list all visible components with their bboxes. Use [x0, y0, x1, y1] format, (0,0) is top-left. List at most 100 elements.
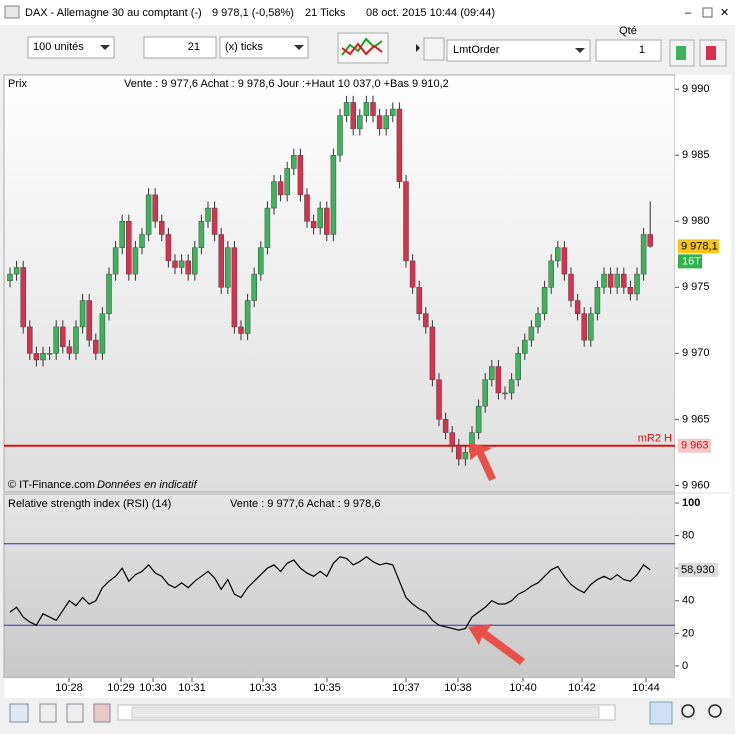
candle-body: [574, 300, 581, 314]
last-price-tag: [678, 239, 719, 254]
rsi-info: Vente : 9 977,6 Achat : 9 978,6: [230, 498, 380, 510]
candle-body: [508, 379, 515, 394]
candle-body: [20, 267, 26, 328]
y-tick-label: 0: [682, 660, 688, 672]
candle-body: [271, 181, 277, 209]
y-tick-label: 9 975: [682, 281, 710, 293]
candle-body: [429, 326, 436, 380]
quantity-select[interactable]: [27, 36, 115, 59]
tool-button[interactable]: [93, 703, 111, 723]
rsi-tag: [678, 562, 718, 577]
candle-body: [363, 102, 370, 116]
candle-body: [27, 326, 33, 354]
y-tick-label: 9 970: [682, 347, 710, 359]
candle-body: [634, 273, 640, 295]
footer: © IT-Finance.com: [8, 479, 95, 491]
ticks-tag: [678, 254, 702, 269]
candle-body: [423, 313, 429, 328]
close-button[interactable]: ✕: [720, 7, 729, 19]
candle-body: [145, 194, 152, 235]
tool-button[interactable]: [39, 703, 57, 723]
rsi-title: Relative strength index (RSI) (14): [8, 498, 171, 510]
strategy-button[interactable]: [337, 32, 389, 64]
candle-body: [139, 234, 145, 248]
tool-button[interactable]: [66, 703, 84, 723]
interval: 21: [188, 41, 200, 53]
order-type: LmtOrder: [453, 44, 500, 56]
qty-input[interactable]: [595, 39, 662, 62]
interval-unit-select[interactable]: [219, 36, 309, 59]
interval-input[interactable]: [143, 36, 217, 59]
candle-body: [13, 267, 20, 275]
tool-button[interactable]: [423, 37, 445, 61]
y-tick-label: 20: [682, 627, 694, 639]
dropdown-arrow: [575, 48, 585, 53]
sell-icon: [706, 46, 716, 60]
y-tick-label: 9 990: [682, 83, 710, 95]
window-date: 08 oct. 2015 10:44 (09:44): [366, 7, 495, 19]
candle-body: [383, 115, 389, 130]
footer-note: Données en indicatif: [97, 479, 198, 491]
candle-body: [132, 247, 139, 275]
candle-body: [350, 102, 356, 130]
level-label: 9 963: [681, 440, 709, 452]
quantity-unit: 100 unités: [33, 41, 84, 53]
dropdown-arrow: [294, 45, 304, 50]
last-price-label: 9 978,1: [681, 240, 718, 252]
annotation-arrow: [468, 624, 525, 665]
candle-body: [277, 181, 284, 196]
candle-body: [502, 392, 508, 395]
x-tick-label: 10:28: [55, 682, 83, 694]
y-tick-label: 9 960: [682, 479, 710, 491]
x-tick-label: 10:30: [139, 682, 167, 694]
time-axis: [4, 678, 731, 698]
candle-body: [264, 207, 271, 248]
window-ticks: 21 Ticks: [305, 7, 346, 19]
minimize-button[interactable]: –: [685, 7, 692, 19]
candle-body: [178, 260, 185, 268]
candle-body: [251, 273, 257, 301]
candle-body: [99, 313, 106, 354]
ticks-label: 16T: [682, 255, 701, 267]
zoom-out[interactable]: [681, 704, 695, 718]
candle-body: [489, 366, 495, 380]
candle-body: [522, 339, 528, 354]
candle-body: [198, 221, 205, 248]
x-tick-label: 10:35: [313, 682, 341, 694]
candle-body: [343, 102, 350, 116]
zoom-button[interactable]: [649, 701, 673, 725]
candle-body: [93, 339, 99, 354]
zoom-in[interactable]: [708, 704, 722, 718]
candle-body: [73, 326, 79, 354]
candle-body: [548, 260, 554, 288]
rsi-axis: [675, 494, 731, 678]
candle-body: [46, 353, 53, 355]
candle-body: [515, 353, 521, 380]
tool-button[interactable]: [9, 703, 29, 723]
window-price: 9 978,1 (-0,58%): [212, 7, 294, 19]
order-type-select[interactable]: [446, 39, 591, 62]
strategy-icon: [341, 42, 383, 56]
price-title: Prix: [8, 78, 27, 90]
candle-body: [337, 115, 343, 156]
candle-body: [330, 154, 337, 235]
maximize-button[interactable]: [702, 7, 713, 18]
scroll-thumb[interactable]: [131, 706, 600, 719]
candle-body: [647, 234, 653, 247]
candle-body: [568, 273, 574, 301]
candle-body: [231, 247, 238, 328]
x-tick-label: 10:44: [632, 682, 660, 694]
candle-body: [621, 273, 627, 288]
expand-arrow[interactable]: [416, 44, 420, 52]
candle-body: [601, 273, 607, 288]
candle-body: [304, 194, 310, 222]
candle-body: [284, 168, 290, 196]
candle-body: [165, 234, 172, 262]
candle-body: [561, 247, 568, 275]
y-tick-label: 9 985: [682, 149, 710, 161]
candle-body: [225, 247, 231, 288]
candle-body: [317, 207, 323, 229]
y-tick-label: 100: [682, 497, 700, 509]
candle-body: [211, 207, 218, 235]
